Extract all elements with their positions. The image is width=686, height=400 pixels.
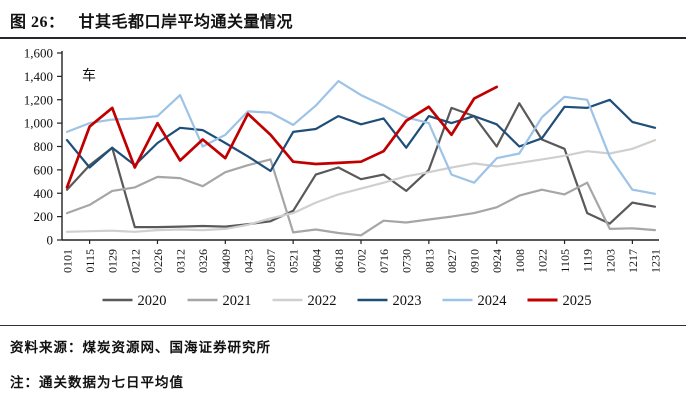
y-tick-label: 1,000 (24, 116, 53, 131)
line-chart: 0 200 400 600 800 1,000 1,200 1,400 1,600 车 0101 01… (0, 40, 686, 318)
x-tick-label: 0507 (264, 249, 278, 273)
x-tick-label: 0101 (61, 249, 75, 273)
figure-title: 甘其毛都口岸平均通关量情况 (78, 14, 294, 31)
x-tick-label: 0702 (355, 249, 369, 273)
x-tick-label: 1008 (513, 249, 527, 273)
y-tick-label: 800 (34, 139, 54, 154)
x-tick-label: 1203 (603, 249, 617, 273)
legend-label-2025: 2025 (563, 293, 592, 309)
x-tick-label: 0226 (151, 249, 165, 273)
legend-label-2020: 2020 (138, 293, 167, 309)
y-tick-label: 400 (34, 186, 54, 201)
x-tick-label: 1105 (558, 249, 572, 273)
y-tick-label: 0 (47, 233, 54, 248)
x-tick-label: 1119 (581, 249, 595, 272)
series-line-2022 (65, 138, 657, 233)
x-tick-label: 0604 (309, 249, 323, 273)
source-text: 资料来源：煤炭资源网、国海证券研究所 (10, 340, 271, 355)
x-tick-label: 0618 (332, 249, 346, 273)
y-tick-label: 1,600 (24, 46, 53, 61)
x-tick-label: 0312 (174, 249, 188, 273)
y-unit-label: 车 (82, 67, 96, 84)
y-tick-label: 200 (34, 209, 54, 224)
x-tick-label: 0730 (400, 249, 414, 273)
legend-label-2024: 2024 (478, 293, 508, 309)
y-tick-label: 600 (34, 162, 54, 177)
footer-divider-rule (0, 325, 686, 327)
line-chart-canvas: 0 200 400 600 800 1,000 1,200 1,400 1,600 车 0101 01… (24, 46, 663, 310)
legend-label-2022: 2022 (308, 293, 337, 309)
x-tick-label: 0716 (377, 249, 391, 273)
figure-header: 图 26： 甘其毛都口岸平均通关量情况 (10, 8, 676, 32)
x-tick-label: 1022 (535, 249, 549, 273)
note-text: 注：通关数据为七日平均值 (10, 375, 184, 390)
x-tick-label: 0813 (422, 249, 436, 273)
x-tick-label: 0423 (241, 249, 255, 273)
y-tick-label: 1,200 (24, 92, 53, 107)
x-tick-label: 0827 (445, 249, 459, 273)
series-line-2025 (65, 85, 499, 189)
x-tick-label: 1231 (649, 249, 663, 273)
series-line-2020 (65, 102, 657, 229)
x-tick-label: 0910 (468, 249, 482, 273)
x-tick-label: 0924 (490, 249, 504, 273)
legend-label-2021: 2021 (223, 293, 252, 309)
x-tick-label: 0129 (106, 249, 120, 273)
x-tick-label: 0326 (196, 249, 210, 273)
y-tick-label: 1,400 (24, 69, 53, 84)
x-tick-label: 0521 (287, 249, 301, 273)
series-line-2024 (65, 79, 657, 195)
figure-number-label: 图 26： (10, 14, 65, 31)
x-tick-label: 0212 (128, 249, 142, 273)
series-line-2021 (65, 158, 657, 237)
x-tick-label: 1217 (626, 249, 640, 273)
x-tick-label: 0115 (83, 249, 97, 273)
legend-label-2023: 2023 (393, 293, 422, 309)
title-divider-rule (0, 37, 686, 40)
x-tick-label: 0409 (219, 249, 233, 273)
